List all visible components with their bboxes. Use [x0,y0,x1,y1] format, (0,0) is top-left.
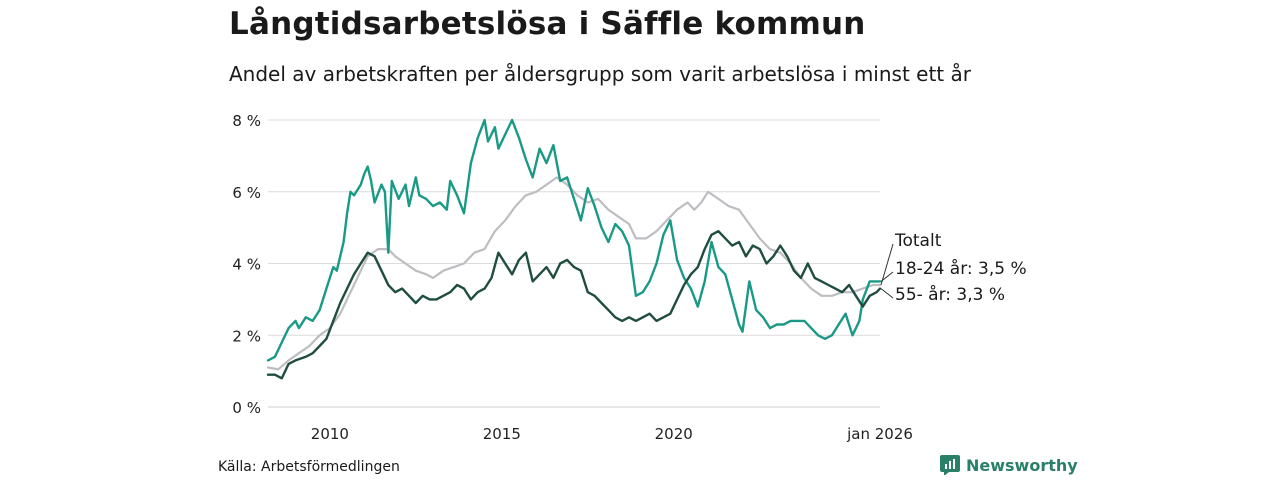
series-line-totalt [266,176,882,371]
x-tick-label: jan 2026 [846,425,913,443]
y-tick-label: 4 % [232,256,261,274]
end-label-leader [880,271,894,282]
y-tick-label: 2 % [232,327,261,345]
end-label-leader [880,288,894,299]
chart-title: Långtidsarbetslösa i Säffle kommun [229,6,866,42]
source-note: Källa: Arbetsförmedlingen [218,459,400,475]
y-tick-label: 6 % [232,184,261,202]
series-end-label: Totalt [894,231,942,251]
end-label-leader [880,243,894,286]
brand-name: Newsworthy [966,455,1078,475]
y-tick-label: 0 % [232,399,261,417]
series-end-label: 18-24 år: 3,5 % [895,258,1027,279]
chart-subtitle: Andel av arbetskraften per åldersgrupp s… [229,62,971,86]
x-tick-label: 2020 [655,425,693,443]
y-tick-label: 8 % [232,112,261,130]
x-tick-label: 2015 [483,425,521,443]
brand-logo[interactable]: Newsworthy [940,455,1078,475]
series-line-55-r [266,230,882,380]
series-line-18-24-r [266,118,882,362]
x-tick-label: 2010 [311,425,349,443]
series-end-label: 55- år: 3,3 % [895,284,1005,305]
newsworthy-logo-icon [940,455,960,475]
